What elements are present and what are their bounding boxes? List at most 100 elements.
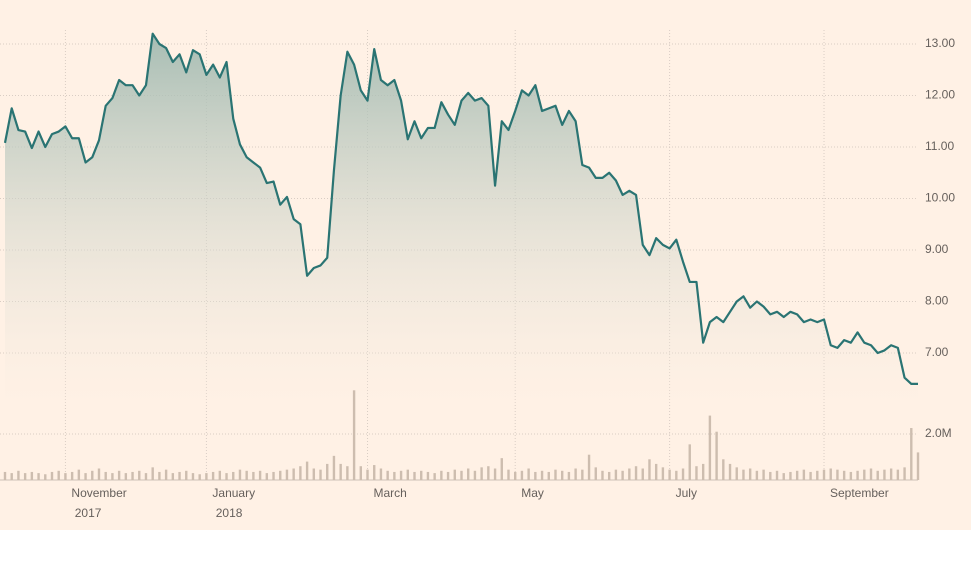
volume-bar xyxy=(117,470,121,480)
volume-bar xyxy=(84,473,87,480)
volume-bar xyxy=(661,467,665,480)
volume-bar xyxy=(742,469,745,480)
volume-bar xyxy=(648,459,651,480)
x-tick-label: March xyxy=(374,486,407,500)
volume-bar xyxy=(849,471,853,480)
volume-bar xyxy=(238,469,242,480)
volume-bar xyxy=(695,466,698,480)
volume-bar xyxy=(312,468,316,480)
volume-bar xyxy=(634,466,638,480)
y-tick-label: 12.00 xyxy=(925,88,955,102)
y-tick-label: 10.00 xyxy=(925,191,955,205)
volume-bar xyxy=(822,469,826,480)
volume-bar xyxy=(607,471,611,480)
volume-bar xyxy=(399,470,403,480)
y-tick-label: 11.00 xyxy=(925,139,954,153)
volume-bar xyxy=(554,469,557,480)
y2-tick-label: 2.0M xyxy=(925,426,952,440)
volume-bar xyxy=(433,473,436,480)
volume-bar xyxy=(514,471,517,480)
volume-bar xyxy=(775,470,779,480)
volume-bar xyxy=(319,469,322,480)
volume-bar xyxy=(534,471,537,480)
volume-bar xyxy=(285,469,289,480)
volume-bar xyxy=(44,474,47,480)
volume-bar xyxy=(547,471,550,480)
volume-bar xyxy=(23,473,27,480)
volume-bar xyxy=(621,470,624,480)
volume-bar xyxy=(628,468,631,480)
volume-bar xyxy=(131,471,134,480)
volume-bar xyxy=(144,473,148,480)
volume-bar xyxy=(171,473,175,480)
volume-bar xyxy=(252,471,255,480)
volume-bar xyxy=(265,473,269,480)
volume-bar xyxy=(3,471,7,480)
price-line xyxy=(3,32,918,385)
volume-bar xyxy=(493,468,497,480)
volume-bar xyxy=(668,469,671,480)
volume-bar xyxy=(138,470,141,480)
volume-bar xyxy=(111,473,114,480)
volume-bar xyxy=(158,471,161,480)
volume-bar xyxy=(903,467,906,480)
volume-bar xyxy=(30,471,34,480)
volume-bar xyxy=(373,465,376,480)
volume-bar xyxy=(339,463,342,480)
volume-bar xyxy=(829,468,832,480)
volume-bar xyxy=(393,471,396,480)
volume-bar xyxy=(57,470,60,480)
volume-bar xyxy=(258,470,262,480)
volume-bar xyxy=(17,470,20,480)
volume-bar xyxy=(151,467,154,480)
x-tick-label: January 2018 xyxy=(212,486,255,520)
volume-bar xyxy=(614,469,618,480)
volume-bar xyxy=(440,470,443,480)
volume-bar xyxy=(50,471,54,480)
volume-bar xyxy=(540,470,544,480)
volume-bar xyxy=(748,468,752,480)
volume-bar xyxy=(332,455,336,480)
volume-bar xyxy=(869,468,873,480)
price-area xyxy=(5,33,918,405)
volume-bar xyxy=(889,468,893,480)
volume-bar xyxy=(688,444,691,480)
volume-bar xyxy=(97,468,101,480)
y-tick-label: 8.00 xyxy=(925,294,949,308)
volume-bar xyxy=(594,467,597,480)
volume-bar xyxy=(581,469,584,480)
volume-bar xyxy=(601,470,604,480)
volume-bar xyxy=(856,470,859,480)
volume-bar xyxy=(164,469,168,480)
volume-bar xyxy=(802,469,806,480)
x-tick-label: May xyxy=(521,486,544,500)
volume-bar xyxy=(426,471,430,480)
volume-bar xyxy=(527,468,530,480)
volume-bar xyxy=(500,458,503,480)
volume-bar xyxy=(225,473,228,480)
volume-bar xyxy=(245,470,248,480)
volume-bar xyxy=(446,471,450,480)
volume-bar xyxy=(453,469,456,480)
volume-bar xyxy=(863,469,866,480)
volume-bar xyxy=(842,470,846,480)
volume-bar xyxy=(124,473,128,480)
volume-bar xyxy=(185,470,188,480)
volume-bar xyxy=(728,463,732,480)
volume-bar xyxy=(218,470,222,480)
volume-bar xyxy=(520,470,524,480)
volume-bar xyxy=(406,469,409,480)
volume-bar xyxy=(386,470,389,480)
volume-bar xyxy=(460,470,463,480)
volume-bar xyxy=(755,470,759,480)
volume-bar xyxy=(675,470,678,480)
volume-bar xyxy=(708,415,712,480)
volume-bar xyxy=(211,471,215,480)
volume-bar xyxy=(198,474,201,480)
volume-bar xyxy=(910,428,913,480)
volume-bar xyxy=(104,471,107,480)
volume-bar xyxy=(232,471,235,480)
volume-bar xyxy=(795,470,799,480)
volume-bar xyxy=(876,470,879,480)
